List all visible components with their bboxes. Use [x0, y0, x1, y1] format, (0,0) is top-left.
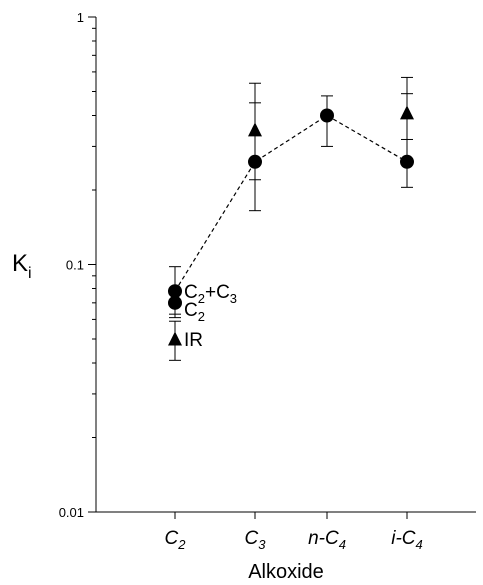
y-axis-title: Ki: [12, 250, 32, 282]
data-point-circle: [168, 295, 182, 310]
annotation-subscript-2: 3: [230, 291, 237, 306]
annotation-base: C: [184, 300, 198, 321]
annotation-suffix: +C: [205, 282, 230, 303]
y-axis-ticks: 0.01 0.1 1: [59, 10, 96, 520]
series-layer: [168, 76, 414, 361]
data-point-triangle: [168, 331, 182, 346]
data-series: [168, 290, 182, 315]
x-category-label-base: i-C: [391, 528, 416, 549]
y-tick-label: 0.01: [59, 505, 84, 520]
annotation-label: C2+C3: [184, 282, 237, 306]
series-line: [174, 114, 408, 292]
annotation-subscript: 2: [198, 309, 205, 324]
x-category-label: i-C4: [391, 528, 423, 552]
annotation-subscript: 2: [198, 291, 205, 306]
x-axis-title: Alkoxide: [248, 561, 324, 583]
data-point-circle: [320, 108, 334, 123]
x-category-label-subscript: 2: [177, 537, 186, 552]
x-category-label-subscript: 3: [258, 537, 266, 552]
data-point-circle: [400, 154, 414, 169]
x-category-label-base: C: [245, 528, 259, 549]
x-axis-ticks: C2 C3 n-C4 i-C4: [165, 512, 423, 552]
y-axis-title-subscript: i: [28, 265, 32, 282]
y-tick-label: 0.1: [66, 258, 84, 273]
annotation-label: IR: [184, 330, 203, 351]
x-category-label-base: C: [165, 528, 179, 549]
y-tick-label: 1: [77, 10, 84, 25]
x-category-label: C3: [245, 528, 267, 552]
annotation-base: IR: [184, 330, 203, 351]
x-category-label: n-C4: [308, 528, 346, 552]
x-category-label: C2: [165, 528, 187, 552]
plot-frame: [95, 17, 476, 513]
y-axis-title-base: K: [12, 250, 28, 277]
x-category-label-base: n-C: [308, 528, 339, 549]
x-category-label-subscript: 4: [339, 537, 346, 552]
x-category-label-subscript: 4: [416, 537, 423, 552]
data-series: [168, 93, 414, 361]
data-point-triangle: [400, 105, 414, 120]
annotation-base: C: [184, 282, 198, 303]
data-point-triangle: [248, 122, 262, 137]
annotation-label: C2: [184, 300, 205, 324]
